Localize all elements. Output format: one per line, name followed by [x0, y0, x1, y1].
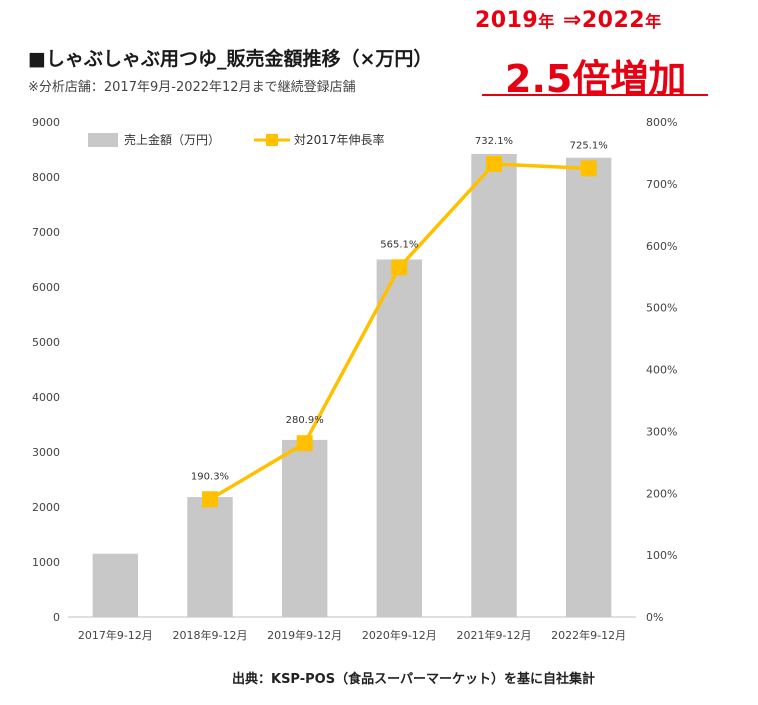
headline-years: 2019年 ⇒2022年 — [475, 8, 662, 33]
y-tick-label: 2000 — [32, 501, 60, 514]
x-tick-label: 2022年9-12月 — [551, 628, 626, 642]
x-tick-label: 2020年9-12月 — [362, 628, 437, 642]
y2-tick-label: 100% — [646, 549, 677, 562]
bar — [376, 259, 423, 617]
legend-line-label: 対2017年伸長率 — [294, 132, 385, 147]
y-tick-label: 1000 — [32, 556, 60, 569]
y2-tick-label: 0% — [646, 611, 663, 624]
bar — [187, 497, 233, 617]
growth-point — [202, 491, 218, 508]
y2-tick-label: 600% — [646, 240, 677, 253]
chart-title: ■しゃぶしゃぶ用つゆ_販売金額推移（×万円） — [28, 48, 433, 70]
y-tick-label: 6000 — [32, 281, 60, 294]
headline-from-suffix: 年 — [538, 12, 555, 31]
x-tick-label: 2018年9-12月 — [173, 628, 248, 642]
growth-data-label: 280.9% — [286, 415, 324, 426]
x-tick-label: 2019年9-12月 — [267, 628, 342, 642]
headline-growth: 2.5倍増加 — [505, 57, 687, 101]
y-tick-label: 8000 — [32, 171, 60, 184]
headline-arrow: ⇒ — [562, 8, 582, 33]
headline-to-year: 2022 — [581, 8, 646, 33]
growth-point — [296, 435, 313, 452]
x-tick-label: 2017年9-12月 — [78, 628, 153, 642]
y2-tick-label: 500% — [646, 302, 677, 315]
y-tick-label: 5000 — [32, 336, 60, 349]
bar — [281, 439, 328, 617]
y2-tick-label: 800% — [646, 116, 677, 129]
growth-point — [391, 259, 408, 276]
growth-data-label: 190.3% — [191, 471, 229, 482]
headline-from-year: 2019 — [475, 8, 539, 33]
headline-underline — [482, 94, 708, 96]
growth-point — [580, 160, 597, 177]
y2-tick-label: 300% — [646, 425, 677, 438]
headline-to-suffix: 年 — [645, 12, 662, 31]
bar — [92, 553, 139, 617]
growth-point — [486, 156, 502, 173]
legend-line-marker — [266, 134, 278, 146]
growth-data-label: 732.1% — [475, 136, 513, 147]
bar — [565, 157, 612, 617]
legend-bar-label: 売上金額（万円） — [124, 132, 220, 147]
y2-tick-label: 700% — [646, 178, 677, 191]
x-tick-label: 2021年9-12月 — [457, 628, 532, 642]
y2-tick-label: 400% — [646, 364, 677, 377]
growth-data-label: 725.1% — [570, 140, 608, 151]
y-tick-label: 9000 — [32, 116, 60, 129]
y-tick-label: 0 — [53, 611, 60, 624]
y-tick-label: 4000 — [32, 391, 60, 404]
growth-data-label: 565.1% — [380, 239, 418, 250]
bar — [471, 153, 517, 617]
source-note: 出典：KSP-POS（食品スーパーマーケット）を基に自社集計 — [232, 672, 595, 687]
y-tick-label: 7000 — [32, 226, 60, 239]
y2-tick-label: 200% — [646, 487, 677, 500]
chart-subtitle: ※分析店舗：2017年9月-2022年12月まで継続登録店舗 — [28, 80, 356, 95]
y-tick-label: 3000 — [32, 446, 60, 459]
legend-bar-swatch — [88, 133, 118, 147]
